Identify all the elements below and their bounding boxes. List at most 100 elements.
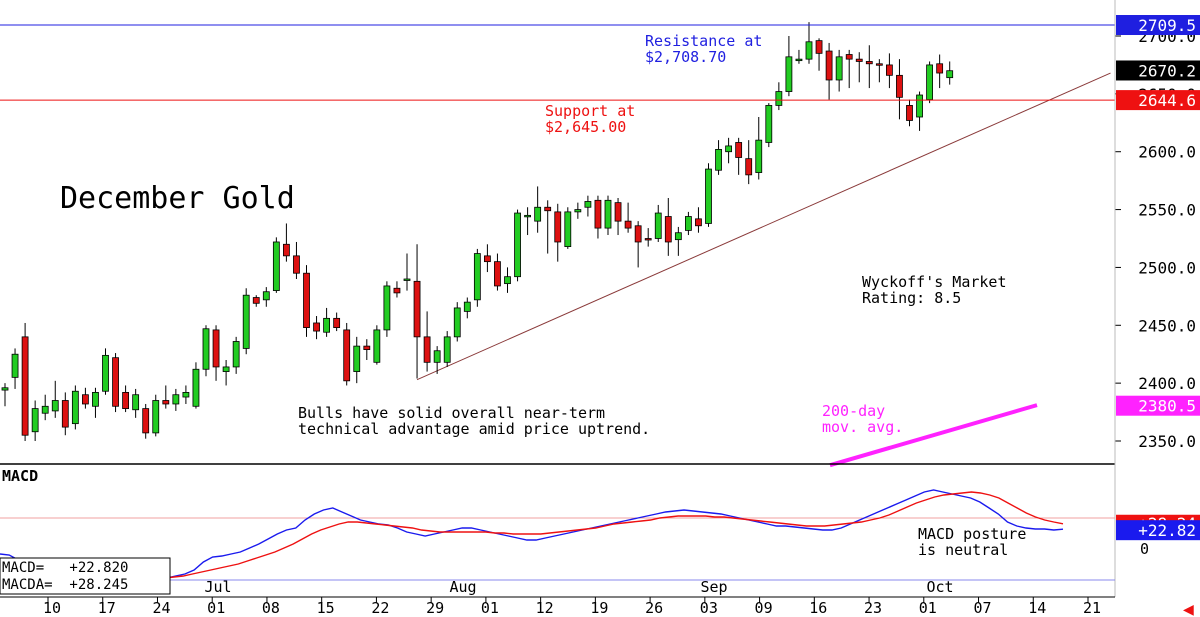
- x-tick-label: 01: [207, 599, 225, 617]
- candle-body: [192, 368, 200, 407]
- x-tick-label: 08: [262, 599, 280, 617]
- candle-body: [403, 278, 411, 281]
- x-tick-label: 22: [371, 599, 389, 617]
- price-tag-label: 2670.2: [1138, 61, 1196, 80]
- candle-body: [303, 272, 310, 329]
- x-tick-label: 01: [481, 599, 499, 617]
- x-tick-label: 03: [700, 599, 718, 617]
- candle-body: [604, 199, 612, 229]
- macd-lines: [0, 489, 1064, 584]
- candle-body: [624, 220, 632, 229]
- candle-body: [614, 202, 622, 222]
- scroll-arrow-icon[interactable]: ◀: [1183, 602, 1194, 617]
- price-tag-label: 2380.5: [1138, 397, 1196, 416]
- candle-body: [835, 56, 843, 81]
- candle-body: [936, 63, 944, 74]
- candle-body: [41, 405, 49, 414]
- candle-body: [875, 63, 883, 66]
- candle-body: [865, 61, 873, 65]
- price-tag: [1116, 60, 1200, 81]
- y-tick-label: 2400.0: [1138, 374, 1196, 393]
- candle-body: [564, 211, 572, 247]
- candle-body: [272, 241, 280, 291]
- candle-body: [443, 336, 451, 363]
- candle-body: [182, 391, 190, 398]
- x-tick-label: 17: [98, 599, 116, 617]
- price-tag-label: 2644.6: [1138, 91, 1196, 110]
- candle-body: [695, 218, 702, 227]
- trendline-group: [416, 72, 1111, 381]
- candle-body: [51, 400, 59, 412]
- x-tick-label: 19: [590, 599, 608, 617]
- ma-label: 200-day mov. avg.: [822, 402, 903, 436]
- y-tick-label: 2500.0: [1138, 258, 1196, 277]
- y-tick-label: 2600.0: [1138, 143, 1196, 162]
- candle-body: [815, 40, 823, 54]
- candle-body: [896, 74, 903, 98]
- candle-body: [886, 64, 893, 76]
- candle-body: [554, 211, 562, 243]
- month-labels: Jul Aug Sep Oct: [204, 578, 953, 596]
- price-tag: [1116, 395, 1200, 416]
- moving-average-group: [829, 403, 1038, 468]
- candle-body: [433, 350, 441, 363]
- candle-body: [132, 394, 140, 411]
- price-tag-label: 2709.5: [1138, 16, 1196, 35]
- y-tick-label: 2450.0: [1138, 316, 1196, 335]
- candle-body: [504, 276, 511, 285]
- candle-body: [212, 329, 220, 368]
- candle-body: [31, 408, 39, 433]
- candle-body: [262, 291, 270, 301]
- macd-tags: +28.24+22.82: [1116, 514, 1200, 541]
- candle-body: [323, 317, 331, 333]
- macd-tag: [1116, 520, 1200, 541]
- candle-body: [1, 387, 9, 391]
- support-resistance-lines: [0, 24, 1115, 101]
- candle-body: [855, 58, 863, 62]
- candles-group: [1, 22, 954, 441]
- x-tick-label: 26: [645, 599, 663, 617]
- candle-body: [926, 64, 933, 101]
- macd-tag-label: +22.82: [1138, 521, 1196, 540]
- x-tick-label: 24: [152, 599, 170, 617]
- candle-body: [775, 91, 783, 106]
- candle-body: [252, 297, 260, 304]
- y-tick-label: 2350.0: [1138, 432, 1196, 451]
- price-tags: 2709.5 2670.2 2644.6 2380.5: [1116, 15, 1200, 416]
- candle-body: [202, 328, 210, 370]
- candle-body: [664, 216, 672, 243]
- macda-line: [0, 491, 1064, 580]
- candle-body: [634, 225, 642, 243]
- month-label: Sep: [700, 578, 727, 596]
- candle-body: [725, 145, 732, 153]
- macd-panel: MACD 0 MACD posture is neutral +28.24+22…: [0, 467, 1200, 595]
- candle-body: [755, 139, 763, 173]
- ma-200-line: [829, 403, 1038, 468]
- candle-body: [333, 317, 341, 329]
- candle-body: [112, 357, 119, 407]
- price-tag: [1116, 15, 1200, 36]
- month-label: Aug: [449, 578, 476, 596]
- macd-value-label: MACD= +22.820: [2, 560, 128, 576]
- month-label: Oct: [926, 578, 953, 596]
- comment-annotation: Bulls have solid overall near-term techn…: [298, 404, 650, 438]
- candle-body: [413, 280, 421, 338]
- candle-body: [122, 391, 129, 409]
- candle-body: [715, 148, 722, 171]
- candle-body: [152, 400, 160, 434]
- price-panel: [0, 22, 1115, 468]
- x-tick-label: 09: [755, 599, 773, 617]
- candle-body: [393, 287, 401, 294]
- uptrend-line: [416, 72, 1111, 381]
- candle-body: [363, 345, 371, 350]
- candle-body: [534, 206, 542, 222]
- candle-body: [373, 329, 381, 363]
- x-tick-label: 16: [809, 599, 827, 617]
- x-tick-label: 21: [1083, 599, 1101, 617]
- y-tick-label: 2550.0: [1138, 201, 1196, 220]
- x-tick-label: 12: [536, 599, 554, 617]
- candle-body: [242, 294, 250, 349]
- candle-body: [142, 408, 150, 434]
- candle-body: [494, 261, 501, 287]
